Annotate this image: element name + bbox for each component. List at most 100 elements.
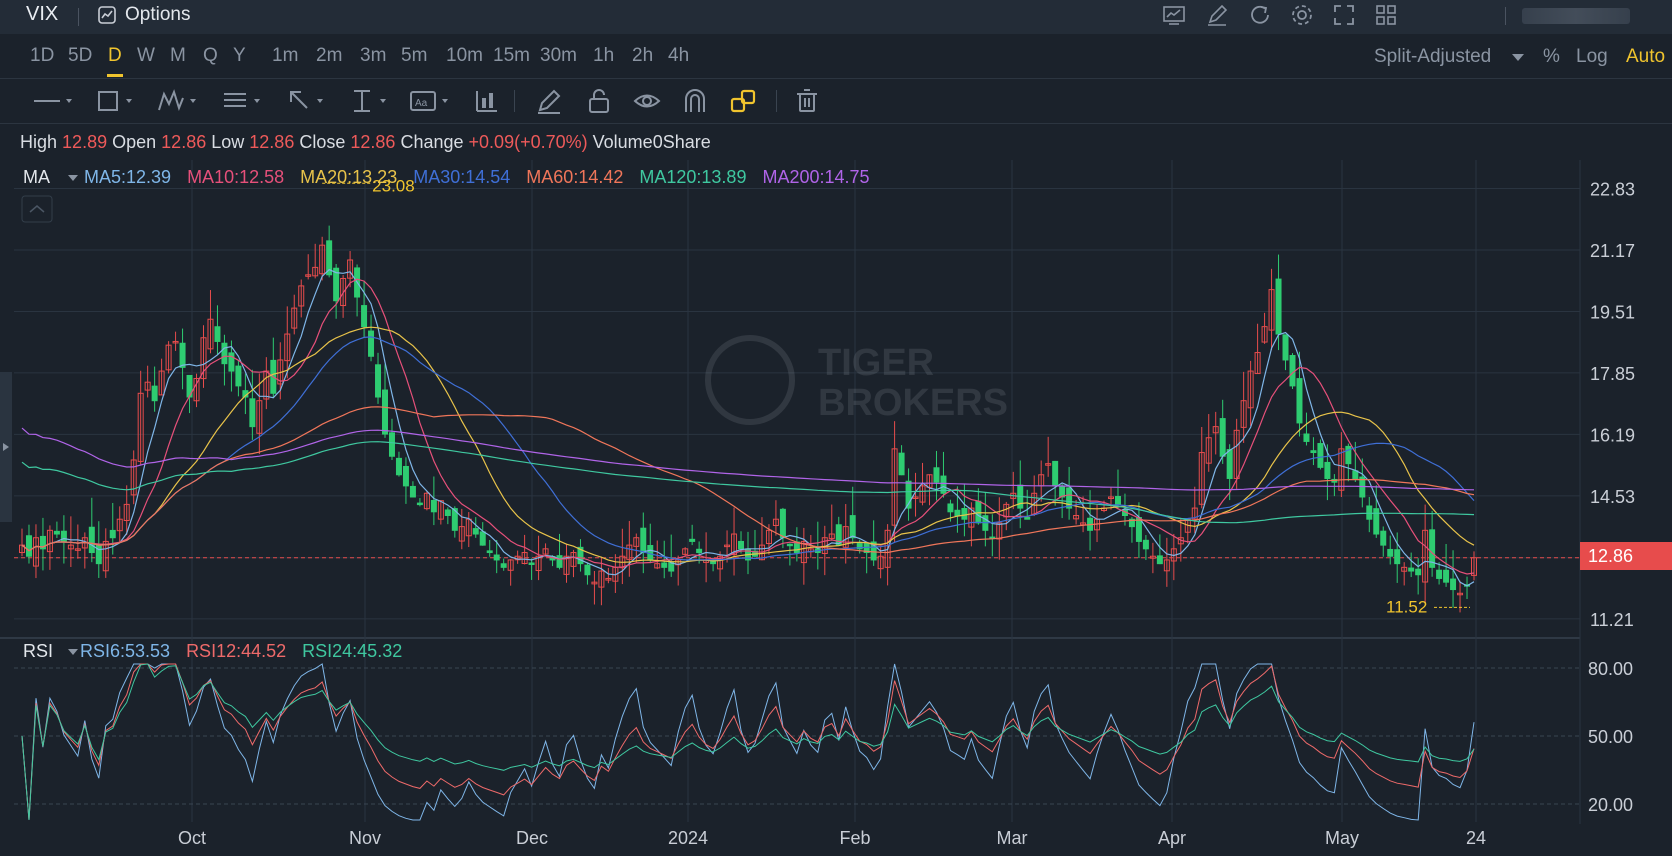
candle-body (919, 485, 926, 503)
account-placeholder[interactable] (1522, 8, 1630, 24)
split-adjusted-dropdown[interactable]: Split-Adjusted (1374, 46, 1492, 67)
divider (1505, 7, 1506, 25)
candle-body (1310, 450, 1317, 454)
timeframe-1m[interactable]: 1m (272, 45, 299, 66)
arrow-tool-icon[interactable] (285, 86, 329, 116)
timeframe-1h[interactable]: 1h (593, 45, 615, 66)
candle-body (842, 526, 849, 548)
close-label: Close (299, 132, 346, 152)
timeframe-m[interactable]: M (170, 45, 186, 66)
ma-line (21, 278, 1475, 575)
timeframe-30m[interactable]: 30m (540, 45, 577, 66)
chevron-down-icon[interactable] (68, 175, 79, 183)
candle-body (542, 548, 549, 555)
legend-item[interactable]: MA5:12.39 (84, 167, 172, 187)
chevron-down-icon[interactable] (1512, 54, 1524, 62)
timeframe-10m[interactable]: 10m (446, 45, 483, 66)
line-tool-icon[interactable] (30, 86, 76, 116)
pencil-icon[interactable] (534, 86, 564, 116)
candle-body (1303, 433, 1310, 442)
x-tick-label: May (1325, 828, 1359, 848)
candle-body (1401, 566, 1408, 572)
timeframe-5m[interactable]: 5m (401, 45, 428, 66)
pattern-tool-icon[interactable] (156, 86, 202, 116)
active-timeframe-indicator (107, 74, 123, 77)
candle-body (661, 562, 668, 568)
percent-toggle[interactable]: % (1543, 46, 1560, 67)
rsi-label[interactable]: RSI (23, 641, 54, 661)
legend-item[interactable]: MA20:13.23 (300, 167, 398, 187)
candle-body (996, 522, 1003, 540)
magnet-icon[interactable] (680, 86, 710, 116)
text-tool-icon[interactable]: Aa (408, 86, 454, 116)
settings-icon[interactable] (1289, 2, 1315, 28)
measure-tool-icon[interactable] (348, 86, 392, 116)
rsi-legend-label[interactable]: RSI (23, 641, 79, 662)
x-tick-label: Dec (516, 828, 548, 848)
legend-item[interactable]: RSI24:45.32 (302, 641, 403, 661)
legend-item[interactable]: RSI12:44.52 (186, 641, 287, 661)
symbol-label[interactable]: VIX (26, 3, 59, 25)
legend-item[interactable]: MA200:14.75 (762, 167, 870, 187)
ma-line (21, 268, 1475, 587)
timeframe-4h[interactable]: 4h (668, 45, 690, 66)
legend-item[interactable]: MA10:12.58 (187, 167, 285, 187)
rectangle-tool-icon[interactable] (94, 86, 138, 116)
legend-item[interactable]: MA120:13.89 (639, 167, 747, 187)
refresh-icon[interactable] (1247, 2, 1273, 28)
timeframe-2m[interactable]: 2m (316, 45, 343, 66)
ma-label[interactable]: MA (23, 167, 50, 187)
layout-icon[interactable] (1373, 2, 1399, 28)
candle-body (654, 563, 661, 569)
ma-legend-label[interactable]: MA (23, 167, 79, 188)
candle-body (1135, 517, 1142, 542)
eye-icon[interactable] (632, 86, 662, 116)
legend-item[interactable]: RSI6:53.53 (80, 641, 171, 661)
candle-body (423, 492, 430, 510)
candle-body (130, 459, 137, 496)
options-tab[interactable]: Options (125, 4, 191, 25)
candle-body (305, 274, 312, 277)
candle-body (165, 344, 172, 371)
high-value: 12.89 (62, 132, 108, 152)
timeframe-d[interactable]: D (108, 45, 122, 66)
timeframe-2h[interactable]: 2h (632, 45, 654, 66)
candle-body (738, 540, 745, 550)
legend-item[interactable]: MA30:14.54 (413, 167, 511, 187)
candle-body (67, 544, 74, 550)
timeframe-15m[interactable]: 15m (493, 45, 530, 66)
x-tick-label: 2024 (668, 828, 708, 848)
candle-body (1366, 505, 1373, 520)
auto-toggle[interactable]: Auto (1626, 46, 1666, 67)
candle-body (905, 480, 912, 509)
lock-icon[interactable] (584, 86, 614, 116)
rsi-tick-label: 50.00 (1588, 727, 1633, 747)
candle-body (388, 432, 395, 457)
edit-icon[interactable] (1204, 2, 1230, 28)
timeframe-1d[interactable]: 1D (30, 45, 55, 66)
rsi-line (21, 663, 1475, 821)
timeframe-5d[interactable]: 5D (68, 45, 93, 66)
candle-body (479, 531, 486, 546)
timeframe-y[interactable]: Y (233, 45, 246, 66)
options-icon[interactable] (96, 4, 118, 26)
min-price-annotation: 11.52 (1386, 597, 1427, 616)
candle-body (1394, 549, 1401, 565)
link-icon[interactable] (728, 86, 758, 116)
candle-body (1205, 437, 1212, 464)
timeframe-3m[interactable]: 3m (360, 45, 387, 66)
timeframe-w[interactable]: W (137, 45, 155, 66)
indicator-tool-icon[interactable] (472, 86, 502, 116)
candle-body (88, 526, 95, 554)
fib-tool-icon[interactable] (220, 86, 266, 116)
legend-item[interactable]: MA60:14.42 (526, 167, 624, 187)
fullscreen-icon[interactable] (1331, 2, 1357, 28)
candle-body (717, 555, 724, 570)
chevron-down-icon[interactable] (68, 649, 79, 657)
trash-icon[interactable] (792, 86, 822, 116)
log-toggle[interactable]: Log (1576, 46, 1608, 67)
chart-icon[interactable] (1161, 2, 1187, 28)
timeframe-q[interactable]: Q (203, 45, 218, 66)
drawing-toolbar (0, 79, 1672, 124)
